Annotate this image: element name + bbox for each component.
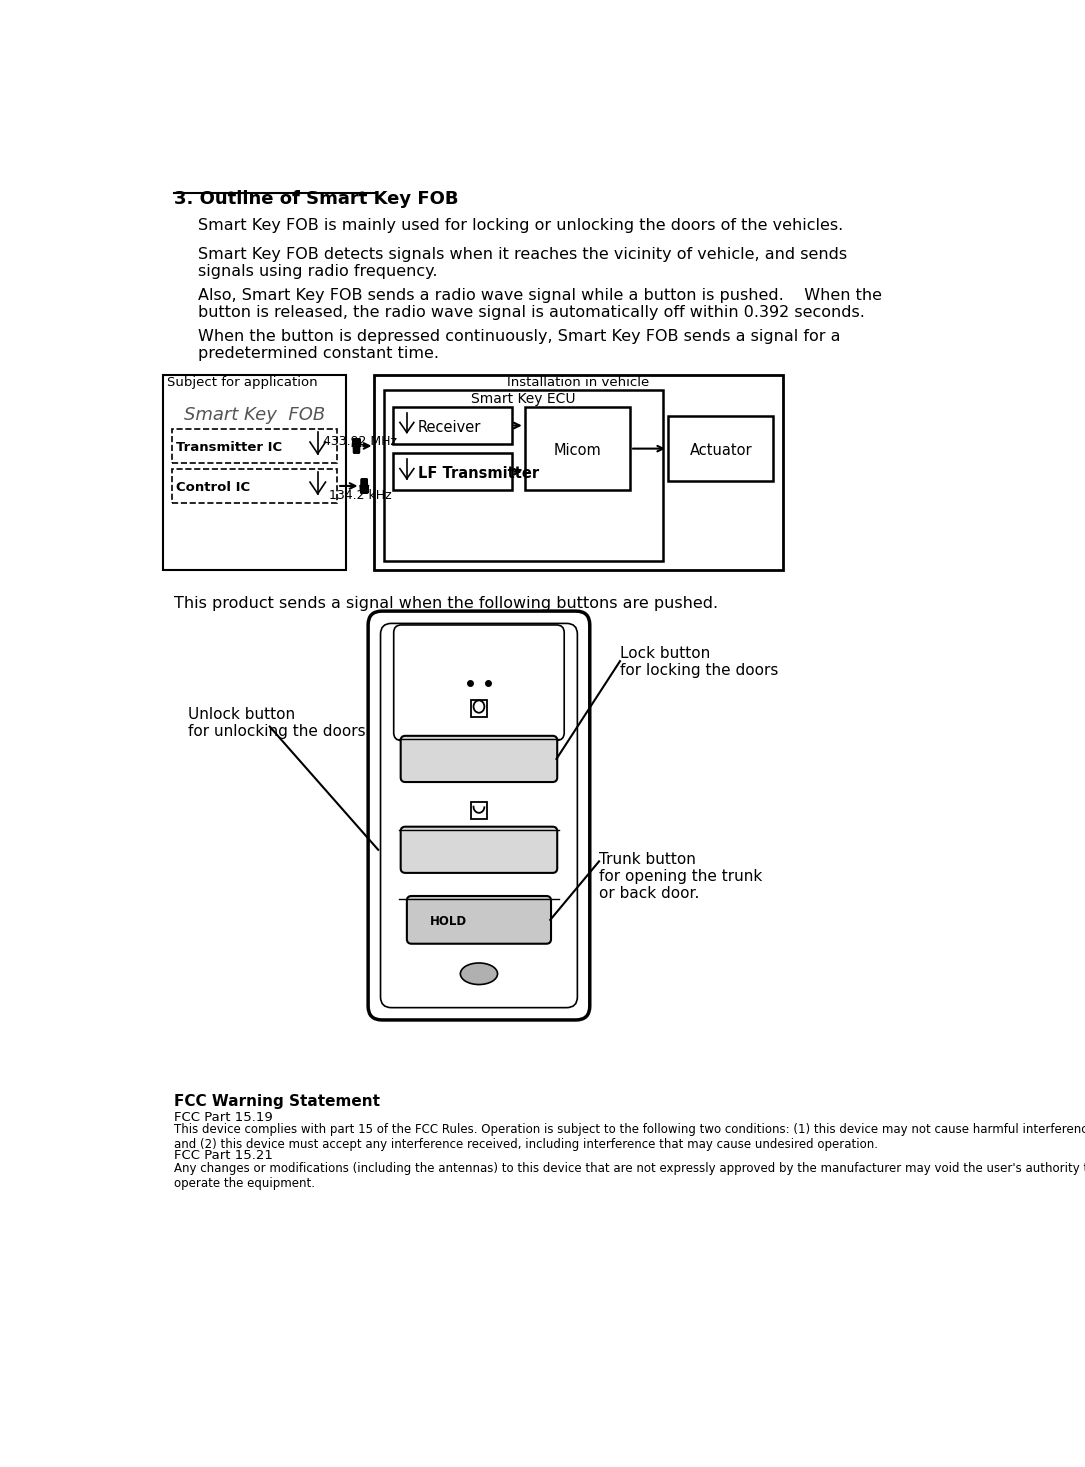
Bar [668, 417, 774, 481]
Text: This device complies with part 15 of the FCC Rules. Operation is subject to the : This device complies with part 15 of the… [175, 1124, 1085, 1152]
Text: 3. Outline of Smart Key FOB: 3. Outline of Smart Key FOB [175, 189, 459, 208]
Bar [471, 700, 487, 717]
Text: FCC Warning Statement: FCC Warning Statement [175, 1094, 381, 1109]
Text: 433.92 MHz: 433.92 MHz [323, 436, 397, 447]
Text: Smart Key FOB is mainly used for locking or unlocking the doors of the vehicles.: Smart Key FOB is mainly used for locking… [197, 219, 843, 233]
Text: Also, Smart Key FOB sends a radio wave signal while a button is pushed.    When : Also, Smart Key FOB sends a radio wave s… [197, 288, 882, 320]
Text: FCC Part 15.21: FCC Part 15.21 [175, 1149, 273, 1162]
Text: Actuator: Actuator [689, 443, 752, 458]
Text: Micom: Micom [553, 443, 601, 458]
Text: When the button is depressed continuously, Smart Key FOB sends a signal for a
pr: When the button is depressed continuousl… [197, 329, 840, 361]
Bar [173, 428, 337, 464]
Text: or back door.: or back door. [599, 886, 700, 901]
Bar [384, 390, 663, 560]
Text: 134.2 kHz: 134.2 kHz [329, 489, 392, 502]
Bar [163, 374, 346, 571]
Text: Any changes or modifications (including the antennas) to this device that are no: Any changes or modifications (including … [175, 1162, 1085, 1190]
FancyBboxPatch shape [407, 896, 551, 943]
Text: Smart Key  FOB: Smart Key FOB [184, 405, 326, 424]
Text: Transmitter IC: Transmitter IC [176, 442, 282, 453]
Bar [525, 406, 630, 490]
FancyBboxPatch shape [400, 827, 558, 873]
Text: Receiver: Receiver [418, 420, 481, 434]
Text: for opening the trunk: for opening the trunk [599, 868, 763, 885]
Text: Control IC: Control IC [176, 481, 250, 494]
Bar [374, 374, 782, 571]
Text: Installation in vehicle: Installation in vehicle [508, 376, 650, 389]
Text: for locking the doors: for locking the doors [620, 663, 778, 678]
Text: Lock button: Lock button [620, 645, 711, 660]
Text: Subject for application: Subject for application [167, 376, 317, 389]
Text: Trunk button: Trunk button [599, 852, 695, 867]
Bar [393, 406, 511, 445]
Bar [471, 802, 487, 819]
FancyBboxPatch shape [400, 736, 558, 782]
Text: FCC Part 15.19: FCC Part 15.19 [175, 1111, 273, 1124]
Text: Unlock button: Unlock button [189, 707, 295, 722]
Text: LF Transmitter: LF Transmitter [418, 465, 539, 481]
Text: Smart Key FOB detects signals when it reaches the vicinity of vehicle, and sends: Smart Key FOB detects signals when it re… [197, 246, 846, 279]
Text: for unlocking the doors.: for unlocking the doors. [189, 725, 371, 739]
Bar [393, 453, 511, 490]
Text: This product sends a signal when the following buttons are pushed.: This product sends a signal when the fol… [175, 596, 718, 610]
Ellipse shape [460, 962, 498, 984]
Text: HOLD: HOLD [430, 915, 468, 929]
Text: Smart Key ECU: Smart Key ECU [471, 392, 575, 406]
Bar [173, 468, 337, 503]
